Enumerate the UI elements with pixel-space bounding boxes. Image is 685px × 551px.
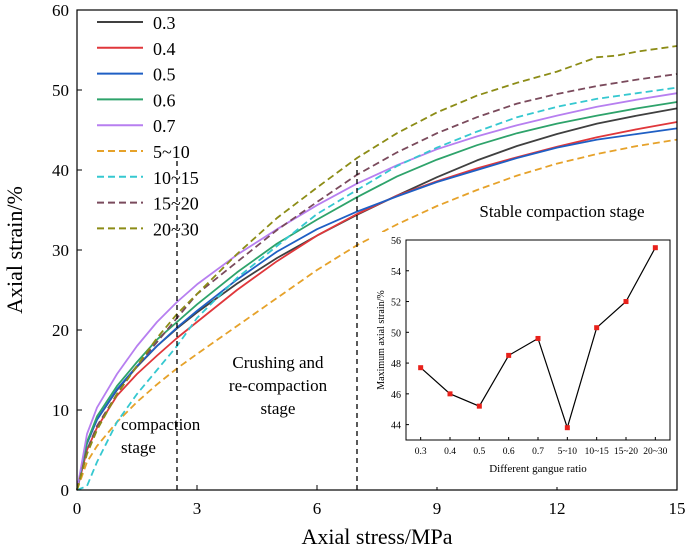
inset-x-tick-label: 0.6 <box>503 447 515 457</box>
inset-x-tick-label: 10~15 <box>585 447 609 457</box>
y-tick-label: 20 <box>52 321 69 340</box>
inset-x-tick-label: 0.4 <box>444 447 456 457</box>
y-tick-label: 30 <box>52 241 69 260</box>
series-line-20-30 <box>76 45 678 491</box>
inset-x-tick-label: 0.5 <box>473 447 485 457</box>
series-line-0-6 <box>76 101 678 491</box>
inset-marker-20-30 <box>652 245 658 251</box>
legend-label-20-30: 20~30 <box>153 219 199 239</box>
inset-background <box>370 232 674 487</box>
main-y-axis-label: Axial strain/% <box>2 186 27 314</box>
stage-annotation: Crushing and <box>232 353 324 372</box>
series-line-5-10 <box>76 138 678 491</box>
inset-marker-5-10 <box>564 425 570 431</box>
inset-y-tick-label: 50 <box>391 328 401 339</box>
series-line-0-7 <box>76 92 678 491</box>
x-tick-label: 15 <box>669 499 685 518</box>
inset-x-tick-label: 20~30 <box>643 447 667 457</box>
y-tick-label: 60 <box>52 1 69 20</box>
inset-y-tick-label: 46 <box>391 390 401 401</box>
legend-label-0-4: 0.4 <box>153 39 176 59</box>
inset-marker-15-20 <box>623 299 629 305</box>
inset-marker-0-3 <box>418 365 424 371</box>
inset-x-tick-label: 15~20 <box>614 447 638 457</box>
series-line-0-5 <box>76 127 678 491</box>
legend-label-5-10: 5~10 <box>153 142 190 162</box>
inset-chart: 0.3 0.4 0.5 0.6 0.7 5~10 10~15 15~20 20~30 44 46 48… <box>370 232 674 487</box>
legend-label-15-20: 15~20 <box>153 194 199 214</box>
inset-marker-10-15 <box>594 325 600 331</box>
stage-annotation: stage <box>261 399 296 418</box>
x-tick-label: 3 <box>193 499 202 518</box>
legend-label-10-15: 10~15 <box>153 168 199 188</box>
y-tick-label: 10 <box>52 401 69 420</box>
y-tick-label: 0 <box>61 481 70 500</box>
series-line-10-15 <box>76 86 678 491</box>
inset-y-tick-label: 52 <box>391 298 401 309</box>
stage-annotation: re-compaction <box>229 376 328 395</box>
inset-marker-0-7 <box>535 335 541 341</box>
inset-x-tick-label: 0.3 <box>415 447 427 457</box>
legend-label-0-7: 0.7 <box>153 116 176 136</box>
main-x-axis-label: Axial stress/MPa <box>302 524 453 549</box>
stage-annotation: stage <box>121 438 156 457</box>
inset-x-axis-label: Different gangue ratio <box>489 463 587 475</box>
inset-y-tick-label: 44 <box>391 421 401 432</box>
legend-label-0-6: 0.6 <box>153 90 176 110</box>
x-tick-label: 9 <box>433 499 442 518</box>
x-tick-label: 0 <box>73 499 82 518</box>
x-tick-label: 12 <box>549 499 566 518</box>
y-tick-label: 50 <box>52 81 69 100</box>
stage-annotation: compaction <box>121 415 201 434</box>
inset-y-axis-label: Maximum axial strain/% <box>376 290 387 389</box>
stage-annotation: Stable compaction stage <box>479 202 644 221</box>
legend-label-0-3: 0.3 <box>153 13 176 33</box>
y-tick-label: 40 <box>52 161 69 180</box>
inset-x-tick-label: 5~10 <box>558 447 578 457</box>
inset-marker-0-4 <box>447 391 453 397</box>
legend: 0.3 0.4 0.5 0.6 0.7 5~10 10~15 15~20 20~30 <box>97 13 199 239</box>
inset-y-tick-label: 54 <box>391 267 401 278</box>
inset-x-tick-label: 0.7 <box>532 447 544 457</box>
inset-marker-0-6 <box>506 352 512 358</box>
inset-y-tick-label: 48 <box>391 359 401 370</box>
inset-marker-0-5 <box>476 403 482 409</box>
inset-y-tick-label: 56 <box>391 236 401 247</box>
legend-label-0-5: 0.5 <box>153 65 176 85</box>
x-tick-label: 6 <box>313 499 322 518</box>
